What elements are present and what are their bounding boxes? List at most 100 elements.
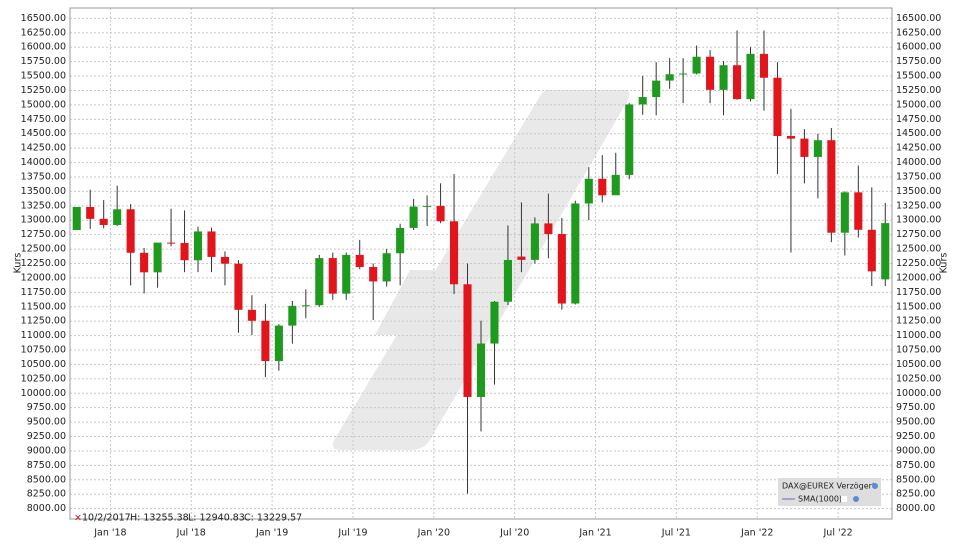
candle-body xyxy=(180,243,189,261)
y-tick-label: 13500.00 xyxy=(21,186,66,197)
candle-body xyxy=(86,206,95,219)
candle-body xyxy=(382,253,391,282)
y-tick-label-right: 10000.00 xyxy=(896,388,941,399)
candle-body xyxy=(557,234,566,304)
candle-body xyxy=(490,301,499,344)
legend-icon[interactable] xyxy=(853,496,859,502)
readout-close: C: 13229.57 xyxy=(244,513,302,524)
y-tick-label: 13750.00 xyxy=(21,171,66,182)
x-tick-label: Jan '21 xyxy=(578,528,611,539)
y-tick-label-right: 12500.00 xyxy=(896,244,941,255)
x-tick-label: Jan '19 xyxy=(255,528,288,539)
candle-body xyxy=(813,140,822,157)
y-tick-label-right: 11750.00 xyxy=(896,287,941,298)
candle-body xyxy=(153,242,162,273)
candle-body xyxy=(719,65,728,90)
y-tick-label-right: 10750.00 xyxy=(896,345,941,356)
y-tick-label-right: 15750.00 xyxy=(896,56,941,67)
y-tick-label: 16250.00 xyxy=(21,27,66,38)
y-tick-label: 12000.00 xyxy=(21,272,66,283)
y-axis-label: Kurs xyxy=(13,253,24,274)
candle-body xyxy=(396,227,405,254)
y-tick-label-right: 13000.00 xyxy=(896,215,941,226)
candle-body xyxy=(625,104,634,175)
candle-body xyxy=(759,53,769,78)
y-tick-label-right: 9000.00 xyxy=(896,445,935,456)
legend-entry: SMA(1000) xyxy=(798,495,842,504)
candle-body xyxy=(369,267,378,282)
grid-layer xyxy=(70,8,892,519)
legend-box xyxy=(778,478,881,506)
readout-date: 10/2/2017 xyxy=(82,513,131,524)
y-tick-label: 13250.00 xyxy=(21,200,66,211)
y-tick-label: 11250.00 xyxy=(21,316,66,327)
candle-body xyxy=(638,97,647,105)
candle-body xyxy=(247,309,256,321)
candle-body xyxy=(746,53,755,100)
y-tick-label-right: 13250.00 xyxy=(896,200,941,211)
y-tick-label: 8500.00 xyxy=(27,474,66,485)
y-tick-label: 14750.00 xyxy=(21,114,66,125)
y-tick-label-right: 8500.00 xyxy=(896,474,935,485)
candle-body xyxy=(274,325,283,362)
y-tick-label-right: 14750.00 xyxy=(896,114,941,125)
candle-body xyxy=(854,192,863,230)
y-tick-label: 11000.00 xyxy=(21,330,66,341)
y-tick-label: 15500.00 xyxy=(21,71,66,82)
y-axis-label-right: Kurs xyxy=(939,253,950,274)
y-tick-label-right: 10500.00 xyxy=(896,359,941,370)
y-tick-label-right: 12250.00 xyxy=(896,258,941,269)
readout: × 10/2/2017 H: 13255.38 L: 12940.83 C: 1… xyxy=(74,513,302,524)
y-tick-label-right: 15250.00 xyxy=(896,85,941,96)
plot-frame xyxy=(69,7,893,520)
candle-body xyxy=(355,254,364,268)
candle-body xyxy=(827,140,836,233)
x-tick-label: Jul '18 xyxy=(176,528,206,539)
y-tick-label-right: 15500.00 xyxy=(896,71,941,82)
y-tick-label: 8750.00 xyxy=(27,460,66,471)
y-tick-label: 9250.00 xyxy=(27,431,66,442)
y-tick-label-right: 11500.00 xyxy=(896,301,941,312)
x-tick-label: Jul '20 xyxy=(499,528,529,539)
legend-icon[interactable] xyxy=(872,483,878,489)
candle-body xyxy=(126,209,135,253)
y-tick-label-right: 10250.00 xyxy=(896,373,941,384)
y-tick-label: 15250.00 xyxy=(21,85,66,96)
y-tick-label: 10500.00 xyxy=(21,359,66,370)
y-tick-label: 10250.00 xyxy=(21,373,66,384)
y-tick-label: 9000.00 xyxy=(27,445,66,456)
x-tick-label: Jul '21 xyxy=(661,528,691,539)
y-tick-label-right: 14500.00 xyxy=(896,128,941,139)
y-tick-label: 9500.00 xyxy=(27,417,66,428)
y-tick-label: 11500.00 xyxy=(21,301,66,312)
candle-body xyxy=(584,178,593,204)
candle-body xyxy=(840,192,849,233)
candle-body xyxy=(99,218,108,225)
candle-body xyxy=(113,209,122,225)
candle-body xyxy=(530,223,539,260)
y-tick-label: 12500.00 xyxy=(21,244,66,255)
y-tick-label: 11750.00 xyxy=(21,287,66,298)
candle-body xyxy=(315,258,324,306)
legend: DAX@EUREX Verzögert SMA(1000) xyxy=(778,478,881,506)
y-tick-label-right: 9750.00 xyxy=(896,402,935,413)
x-tick-label: Jul '19 xyxy=(337,528,367,539)
candle-body xyxy=(193,231,203,261)
candle-body xyxy=(436,205,445,222)
candle-body xyxy=(207,231,216,257)
legend-icon[interactable] xyxy=(841,496,847,502)
candle-body xyxy=(544,223,553,235)
candle-body xyxy=(881,223,890,280)
close-icon[interactable]: × xyxy=(74,513,82,524)
y-tick-label-right: 11250.00 xyxy=(896,316,941,327)
candle-body xyxy=(328,258,337,294)
y-tick-label: 10000.00 xyxy=(21,388,66,399)
candle-body xyxy=(476,343,486,397)
candle-body xyxy=(234,263,243,310)
y-tick-label-right: 11000.00 xyxy=(896,330,941,341)
candle-body xyxy=(706,56,715,90)
x-tick-label: Jul '22 xyxy=(823,528,853,539)
candle-body xyxy=(786,135,795,139)
watermark xyxy=(332,90,630,450)
candle-body xyxy=(301,305,310,307)
